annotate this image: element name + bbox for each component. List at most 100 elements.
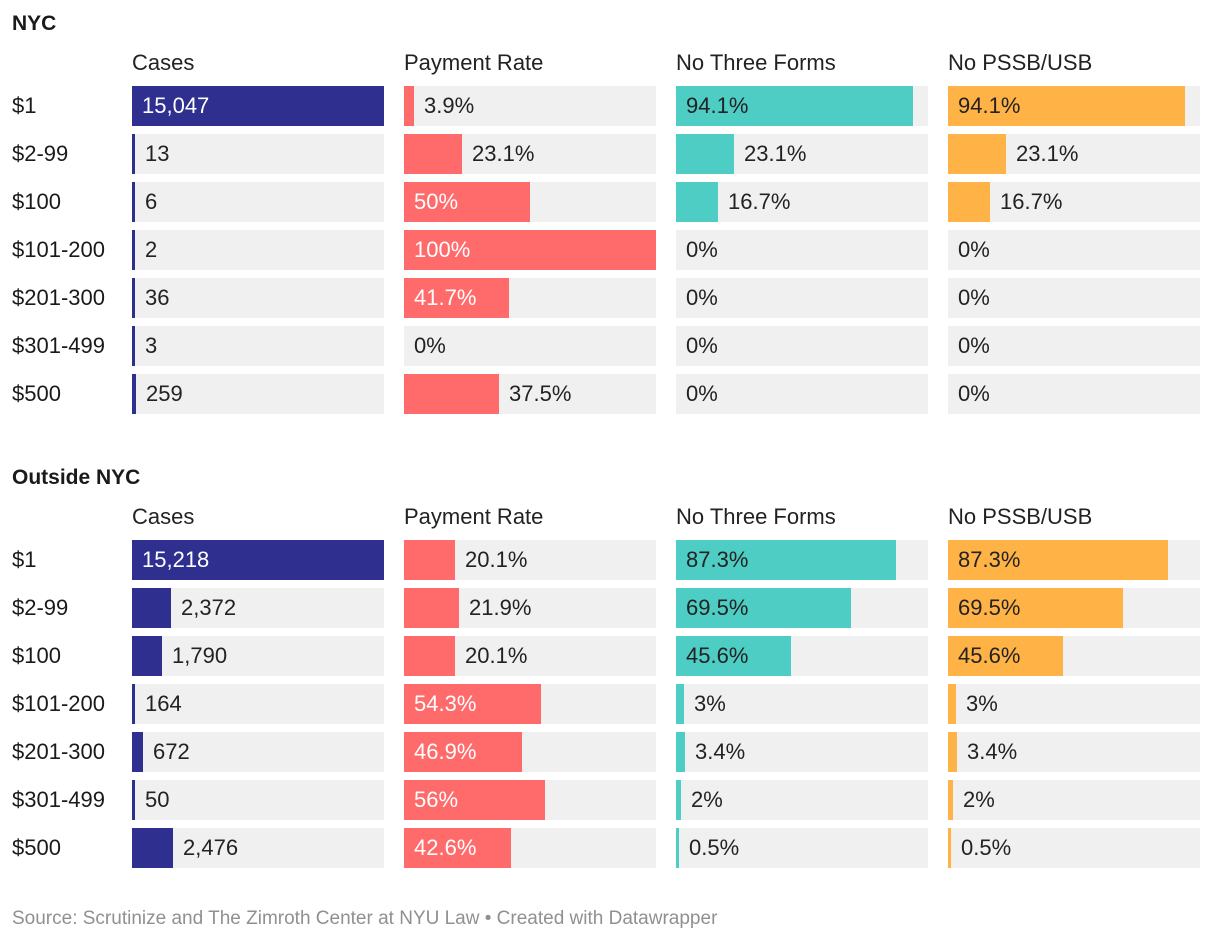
cases-bar [132, 828, 173, 868]
no-three-forms-bar [676, 540, 896, 580]
cases-bar [132, 326, 135, 366]
no-three-forms-value-label: 0% [686, 285, 718, 310]
payment-rate-bar [404, 86, 414, 126]
no-three-forms-value-label: 3% [694, 691, 726, 716]
cases-value-label: 3 [145, 333, 158, 358]
no-three-forms-bar [676, 636, 791, 676]
payment-rate-bar [404, 780, 545, 820]
no-three-forms-value-label: 0% [686, 237, 718, 262]
no-pssb-usb-value-label: 87.3% [958, 547, 1021, 572]
row-label: $500 [12, 835, 61, 860]
no-pssb-usb-bar [948, 182, 990, 222]
no-three-forms-cell: 0% [676, 374, 928, 414]
payment-rate-bar [404, 684, 541, 724]
row-label: $201-300 [12, 285, 105, 310]
cases-bar [132, 374, 136, 414]
row-label: $100 [12, 189, 61, 214]
cases-cell: 672 [132, 732, 384, 772]
payment-rate-cell: 56% [404, 780, 656, 820]
no-three-forms-bar [676, 86, 913, 126]
payment-rate-value-label: 100% [414, 237, 471, 262]
no-three-forms-bar [676, 828, 679, 868]
row-label: $1 [12, 547, 37, 572]
no-three-forms-cell: 0% [676, 230, 928, 270]
no-three-forms-value-label: 0% [686, 333, 718, 358]
no-pssb-usb-bar [948, 828, 951, 868]
row-label: $101-200 [12, 691, 105, 716]
no-three-forms-bar [676, 684, 684, 724]
payment-rate-cell: 41.7% [404, 278, 656, 318]
row-label: $100 [12, 643, 61, 668]
no-pssb-usb-cell: 0% [948, 230, 1200, 270]
no-pssb-usb-cell: 69.5% [948, 588, 1200, 628]
no-pssb-usb-bar [948, 636, 1063, 676]
no-pssb-usb-cell: 87.3% [948, 540, 1200, 580]
payment-rate-bar [404, 540, 455, 580]
row-label: $2-99 [12, 141, 69, 166]
no-three-forms-cell: 69.5% [676, 588, 928, 628]
payment-rate-cell: 46.9% [404, 732, 656, 772]
cases-bar [132, 230, 135, 270]
cases-bar [132, 134, 135, 174]
no-pssb-usb-bar [948, 86, 1185, 126]
payment-rate-cell: 20.1% [404, 540, 656, 580]
no-three-forms-value-label: 94.1% [686, 93, 749, 118]
cases-cell: 2,476 [132, 828, 384, 868]
cases-cell: 1,790 [132, 636, 384, 676]
cases-cell: 50 [132, 780, 384, 820]
no-pssb-usb-bar [948, 134, 1006, 174]
cases-cell: 36 [132, 278, 384, 318]
no-three-forms-value-label: 3.4% [695, 739, 746, 764]
payment-rate-value-label: 20.1% [465, 547, 528, 572]
no-pssb-usb-value-label: 94.1% [958, 93, 1021, 118]
payment-rate-bar [404, 636, 455, 676]
no-pssb-usb-value-label: 2% [963, 787, 995, 812]
payment-rate-bar [404, 230, 656, 270]
row-label: $101-200 [12, 237, 105, 262]
payment-rate-value-label: 0% [414, 333, 446, 358]
no-pssb-usb-value-label: 0.5% [961, 835, 1012, 860]
no-three-forms-value-label: 16.7% [728, 189, 791, 214]
cases-value-label: 6 [145, 189, 158, 214]
payment-rate-value-label: 37.5% [509, 381, 572, 406]
row-label: $201-300 [12, 739, 105, 764]
no-pssb-usb-bar [948, 540, 1168, 580]
cases-value-label: 164 [145, 691, 182, 716]
no-three-forms-value-label: 0% [686, 381, 718, 406]
no-three-forms-bar [676, 732, 685, 772]
no-pssb-usb-cell: 45.6% [948, 636, 1200, 676]
no-three-forms-header: No Three Forms [676, 504, 836, 529]
payment-rate-value-label: 21.9% [469, 595, 532, 620]
no-pssb-usb-header: No PSSB/USB [948, 504, 1093, 529]
cases-cell: 15,047 [132, 86, 384, 126]
cases-bar [132, 684, 135, 724]
cases-cell: 15,218 [132, 540, 384, 580]
no-pssb-usb-value-label: 3% [966, 691, 998, 716]
cases-cell: 13 [132, 134, 384, 174]
no-pssb-usb-cell: 23.1% [948, 134, 1200, 174]
cases-value-label: 15,218 [142, 547, 210, 572]
payment-rate-value-label: 20.1% [465, 643, 528, 668]
cases-value-label: 259 [146, 381, 183, 406]
cases-bar [132, 182, 135, 222]
no-three-forms-cell: 23.1% [676, 134, 928, 174]
no-pssb-usb-value-label: 45.6% [958, 643, 1021, 668]
payment-rate-bar [404, 374, 499, 414]
no-three-forms-cell: 0% [676, 326, 928, 366]
payment-rate-cell: 50% [404, 182, 656, 222]
payment-rate-cell: 20.1% [404, 636, 656, 676]
no-pssb-usb-value-label: 0% [958, 333, 990, 358]
no-pssb-usb-value-label: 16.7% [1000, 189, 1063, 214]
row-label: $301-499 [12, 333, 105, 358]
payment-rate-cell: 0% [404, 326, 656, 366]
no-pssb-usb-header: No PSSB/USB [948, 50, 1093, 75]
cases-value-label: 2,372 [181, 595, 237, 620]
row-label: $2-99 [12, 595, 69, 620]
no-pssb-usb-value-label: 0% [958, 237, 990, 262]
no-pssb-usb-bar [948, 732, 957, 772]
no-pssb-usb-value-label: 23.1% [1016, 141, 1079, 166]
cases-cell: 3 [132, 326, 384, 366]
no-three-forms-bar [676, 780, 681, 820]
no-three-forms-cell: 45.6% [676, 636, 928, 676]
cases-header: Cases [132, 50, 195, 75]
